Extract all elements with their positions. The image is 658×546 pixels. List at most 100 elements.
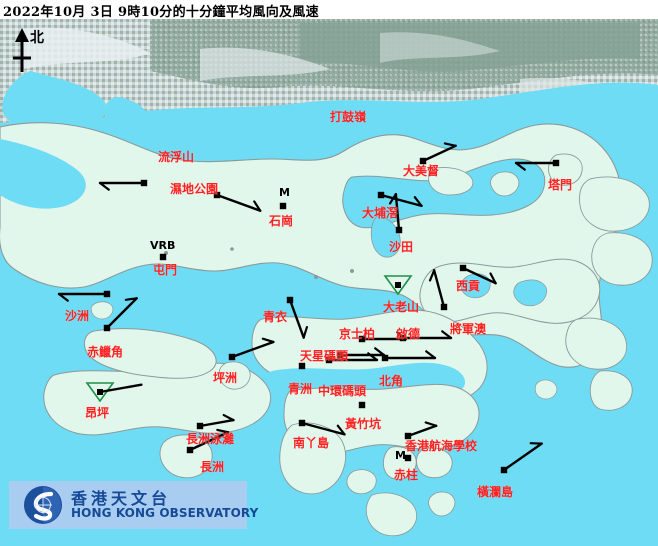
station-dot <box>358 401 366 409</box>
station-label: 屯門 <box>153 263 178 277</box>
station-11 <box>286 296 309 339</box>
barb-shaft <box>421 144 457 163</box>
logo-chinese-text: 香港天文台 <box>71 489 172 508</box>
barb-flag <box>443 142 457 147</box>
station-25 <box>298 419 346 436</box>
station-label: 赤柱 <box>394 468 419 482</box>
station-dot <box>159 253 167 261</box>
barb-flag <box>374 347 386 357</box>
station-dot <box>404 454 412 462</box>
logo-english-text: HONG KONG OBSERVATORY <box>71 506 259 520</box>
station-dot <box>279 202 287 210</box>
station-12 <box>383 275 413 296</box>
station-26 <box>358 401 366 409</box>
barb-flag <box>388 193 397 205</box>
station-18 <box>325 352 379 364</box>
page-title: 2022年10月 3日 9時10分的十分鐘平均風向及風速 <box>3 5 319 20</box>
wind-barb-layer <box>57 142 560 474</box>
station-label: 青洲 <box>288 382 313 396</box>
barb-shaft <box>98 383 143 394</box>
station-label: 打鼓嶺 <box>330 110 367 124</box>
barb-shaft <box>230 340 275 359</box>
station-label: 北角 <box>379 374 404 388</box>
station-label: 西貢 <box>456 279 481 293</box>
station-21 <box>228 337 275 361</box>
station-28 <box>404 454 412 462</box>
barb-flag <box>441 330 453 340</box>
barb-flag <box>413 196 423 207</box>
station-6 <box>377 191 423 208</box>
barb-shaft <box>502 442 543 472</box>
station-8 <box>159 253 167 261</box>
station-dot <box>395 282 401 288</box>
station-label: 濕地公園 <box>170 182 219 196</box>
station-27 <box>404 421 438 440</box>
station-24 <box>186 428 230 454</box>
title-bar: 2022年10月 3日 9時10分的十分鐘平均風向及風速 <box>0 0 658 20</box>
station-flag: M <box>279 186 290 199</box>
station-7 <box>388 192 403 234</box>
barb-shaft <box>394 192 401 232</box>
hko-logo-icon <box>24 486 62 524</box>
barb-flag <box>302 325 309 339</box>
station-label: 坪洲 <box>213 371 238 385</box>
station-label: 中環碼頭 <box>318 384 367 398</box>
station-label: 沙田 <box>389 240 414 254</box>
barb-shaft <box>461 266 497 285</box>
station-13 <box>459 264 497 285</box>
barb-shaft <box>198 418 235 428</box>
station-3 <box>279 202 287 210</box>
barb-flag <box>336 424 346 436</box>
station-label: 赤鱲角 <box>87 345 124 359</box>
station-10 <box>103 297 138 332</box>
barb-shaft <box>105 297 138 330</box>
station-label: 昂坪 <box>85 406 110 420</box>
barb-shaft <box>406 424 438 438</box>
barb-shaft <box>188 431 230 452</box>
barb-flag <box>367 352 379 362</box>
station-label: 長洲泳灘 <box>186 432 235 446</box>
barb-shaft <box>288 298 305 339</box>
barb-shaft <box>379 193 423 208</box>
barb-flag <box>222 413 235 422</box>
station-label: 啟德 <box>396 327 421 341</box>
station-label: 京士柏 <box>339 327 376 341</box>
station-dot <box>298 362 306 370</box>
station-label: 沙洲 <box>65 309 90 323</box>
station-label: 流浮山 <box>158 150 195 164</box>
station-label: 橫瀾島 <box>477 485 514 499</box>
barb-shaft <box>432 269 446 309</box>
station-17 <box>336 347 386 359</box>
station-label: 大埔滘 <box>362 206 399 220</box>
barb-flag <box>124 297 138 301</box>
hko-logo: 香港天文台 HONG KONG OBSERVATORY <box>9 481 258 529</box>
station-label: 南丫島 <box>293 436 330 450</box>
station-label: 香港航海學校 <box>405 439 478 453</box>
station-9 <box>57 290 111 302</box>
station-29 <box>500 442 543 474</box>
station-22 <box>85 382 143 403</box>
barb-flag <box>98 181 110 191</box>
station-4 <box>419 142 457 165</box>
barb-shaft <box>300 421 346 436</box>
station-20 <box>298 362 306 370</box>
map-canvas <box>0 19 658 546</box>
station-label: 大美督 <box>403 164 440 178</box>
barb-flag <box>424 421 438 427</box>
barb-flag <box>57 292 69 302</box>
station-19 <box>381 350 437 362</box>
barb-flag <box>425 350 437 360</box>
station-14 <box>428 269 448 311</box>
station-1 <box>98 179 148 191</box>
barb-flag <box>428 269 436 282</box>
station-5 <box>514 159 560 171</box>
station-label: 天星碼頭 <box>300 349 349 363</box>
station-label: 石崗 <box>269 214 294 228</box>
station-label: 塔門 <box>548 178 573 192</box>
station-label: 大老山 <box>383 300 420 314</box>
station-2 <box>213 191 262 212</box>
barb-flag <box>261 337 275 344</box>
station-flag: M <box>395 449 406 462</box>
barb-shaft <box>215 193 262 212</box>
